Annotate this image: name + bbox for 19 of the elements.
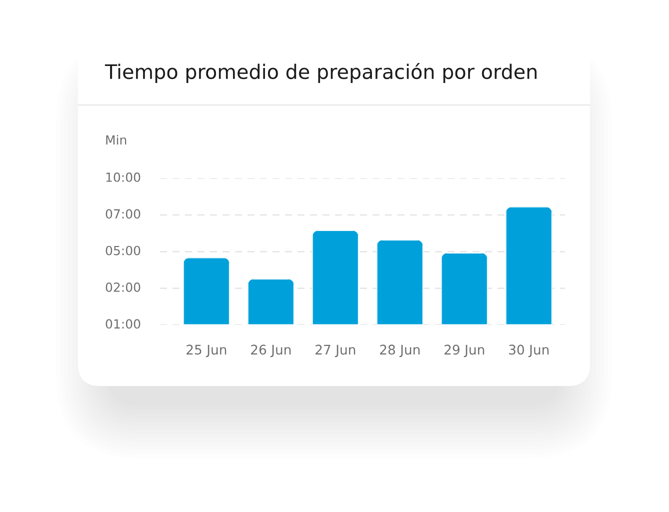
- x-tick-label: 25 Jun: [186, 344, 226, 358]
- text: Min: [106, 134, 126, 144]
- bar: [183, 258, 230, 326]
- bar: [312, 230, 359, 326]
- text: 10:00: [106, 172, 140, 182]
- bar: [376, 240, 424, 326]
- x-tick-label: 29 Jun: [444, 344, 484, 358]
- x-tick-label: 27 Jun: [316, 344, 356, 358]
- x-tick-label: 26 Jun: [251, 344, 291, 358]
- x-tick-label: 28 Jun: [380, 344, 420, 358]
- chart-title: Tiempo promedio de preparación por orden: [104, 62, 537, 84]
- bar: [506, 206, 552, 326]
- bar: [248, 278, 294, 326]
- bar: [441, 252, 488, 326]
- x-tick-label: 30 Jun: [509, 344, 549, 358]
- text: 01:00: [106, 319, 140, 329]
- text: 05:00: [106, 246, 140, 256]
- text: 02:00: [106, 282, 140, 292]
- text: 07:00: [106, 209, 140, 219]
